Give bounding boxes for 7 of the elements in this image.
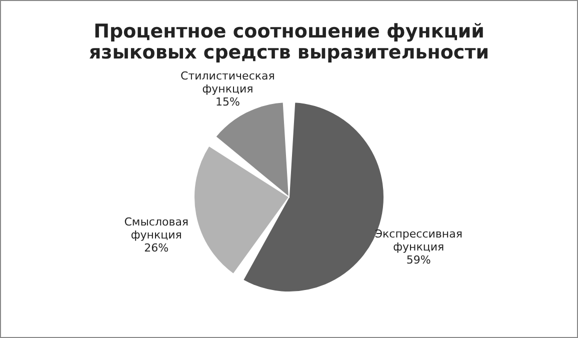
data-label: 59% [406,254,431,267]
data-label: 15% [215,96,240,109]
slice-label: Смысловая функция [124,215,189,242]
chart-title: Процентное соотношение функций языковых средств выразительности [88,20,490,64]
data-label: 26% [144,241,169,254]
slice-label: Стилистическая функция [180,70,275,96]
slice-label: Экспрессивная функция [374,228,462,254]
